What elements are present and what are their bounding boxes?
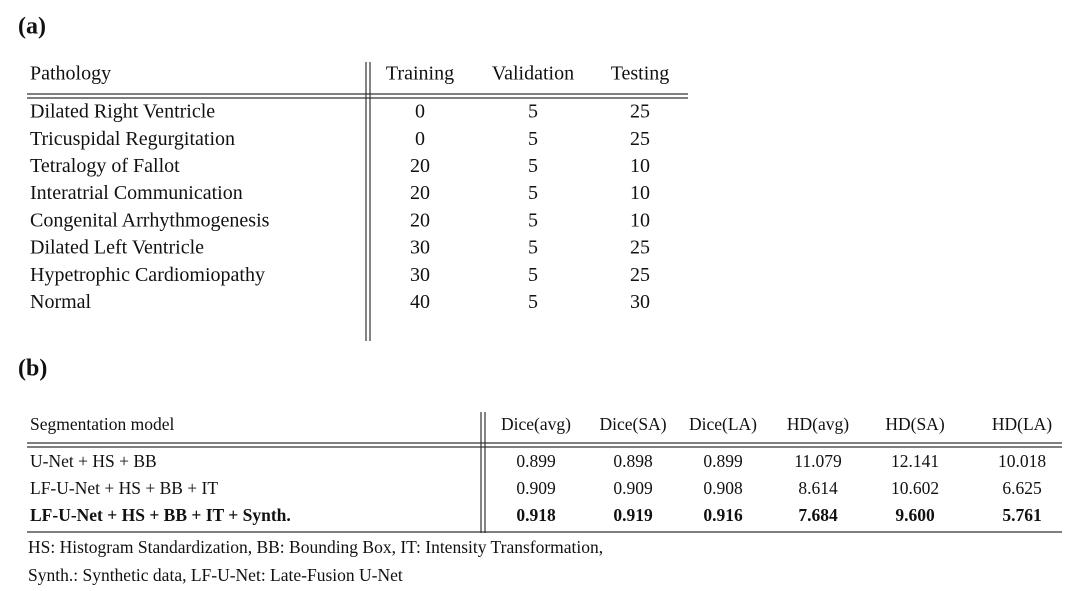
column-header: HD(avg) — [787, 414, 849, 434]
column-header: Dice(SA) — [599, 414, 666, 434]
row-label: LF-U-Net + HS + BB + IT + Synth. — [30, 505, 291, 525]
table-cell: 0 — [415, 101, 425, 123]
table-cell: 5 — [528, 209, 538, 231]
table-cell: 20 — [410, 209, 430, 231]
table-cell: 0.919 — [613, 505, 653, 525]
table-cell: 0.898 — [613, 451, 653, 471]
row-label: Normal — [30, 291, 92, 313]
column-header: Dice(LA) — [689, 414, 757, 434]
table-cell: 20 — [410, 182, 430, 204]
panel-label: (a) — [18, 14, 46, 40]
table-cell: 20 — [410, 155, 430, 177]
table-cell: 9.600 — [895, 505, 935, 525]
row-label: Dilated Right Ventricle — [30, 101, 215, 123]
table-cell: 25 — [630, 101, 650, 123]
table-cell: 10 — [630, 209, 650, 231]
table-cell: 8.614 — [798, 478, 838, 498]
table-cell: 7.684 — [798, 505, 838, 525]
table-cell: 0.899 — [516, 451, 556, 471]
table-cell: 10.018 — [998, 451, 1046, 471]
table-cell: 25 — [630, 237, 650, 259]
table-cell: 0.916 — [703, 505, 743, 525]
table-cell: 5 — [528, 101, 538, 123]
table-cell: 5 — [528, 264, 538, 286]
table-cell: 5 — [528, 128, 538, 150]
table-cell: 10 — [630, 155, 650, 177]
table-cell: 0.909 — [516, 478, 556, 498]
table-cell: 11.079 — [794, 451, 842, 471]
panel-label: (b) — [18, 356, 47, 382]
row-label: Congenital Arrhythmogenesis — [30, 209, 270, 231]
table-cell: 40 — [410, 291, 430, 313]
column-header: Training — [386, 63, 454, 85]
column-header: Pathology — [30, 63, 111, 85]
table-cell: 5 — [528, 291, 538, 313]
column-header: Segmentation model — [30, 414, 174, 434]
column-header: Testing — [611, 63, 670, 85]
row-label: Tricuspidal Regurgitation — [30, 128, 235, 150]
table-cell: 5 — [528, 237, 538, 259]
column-header: HD(SA) — [885, 414, 944, 434]
table-cell: 6.625 — [1002, 478, 1042, 498]
table-cell: 25 — [630, 128, 650, 150]
table-cell: 10.602 — [891, 478, 939, 498]
row-label: Dilated Left Ventricle — [30, 237, 204, 259]
table-cell: 12.141 — [891, 451, 939, 471]
table-cell: 0 — [415, 128, 425, 150]
table-cell: 5 — [528, 155, 538, 177]
table-cell: 10 — [630, 182, 650, 204]
table-cell: 0.899 — [703, 451, 743, 471]
column-header: Validation — [492, 63, 574, 85]
table-cell: 0.909 — [613, 478, 653, 498]
table-cell: 30 — [410, 264, 430, 286]
table-cell: 5 — [528, 182, 538, 204]
row-label: Interatrial Communication — [30, 182, 243, 204]
table-cell: 0.918 — [516, 505, 556, 525]
table-cell: 5.761 — [1002, 505, 1041, 525]
row-label: Hypetrophic Cardiomiopathy — [30, 264, 265, 286]
table-cell: 30 — [410, 237, 430, 259]
footnote: HS: Histogram Standardization, BB: Bound… — [28, 537, 603, 557]
row-label: Tetralogy of Fallot — [30, 155, 180, 177]
table-cell: 30 — [630, 291, 650, 313]
row-label: LF-U-Net + HS + BB + IT — [30, 478, 218, 498]
table-cell: 25 — [630, 264, 650, 286]
column-header: Dice(avg) — [501, 414, 571, 434]
column-header: HD(LA) — [992, 414, 1052, 434]
footnote: Synth.: Synthetic data, LF-U-Net: Late-F… — [28, 565, 403, 585]
row-label: U-Net + HS + BB — [30, 451, 157, 471]
table-cell: 0.908 — [703, 478, 743, 498]
